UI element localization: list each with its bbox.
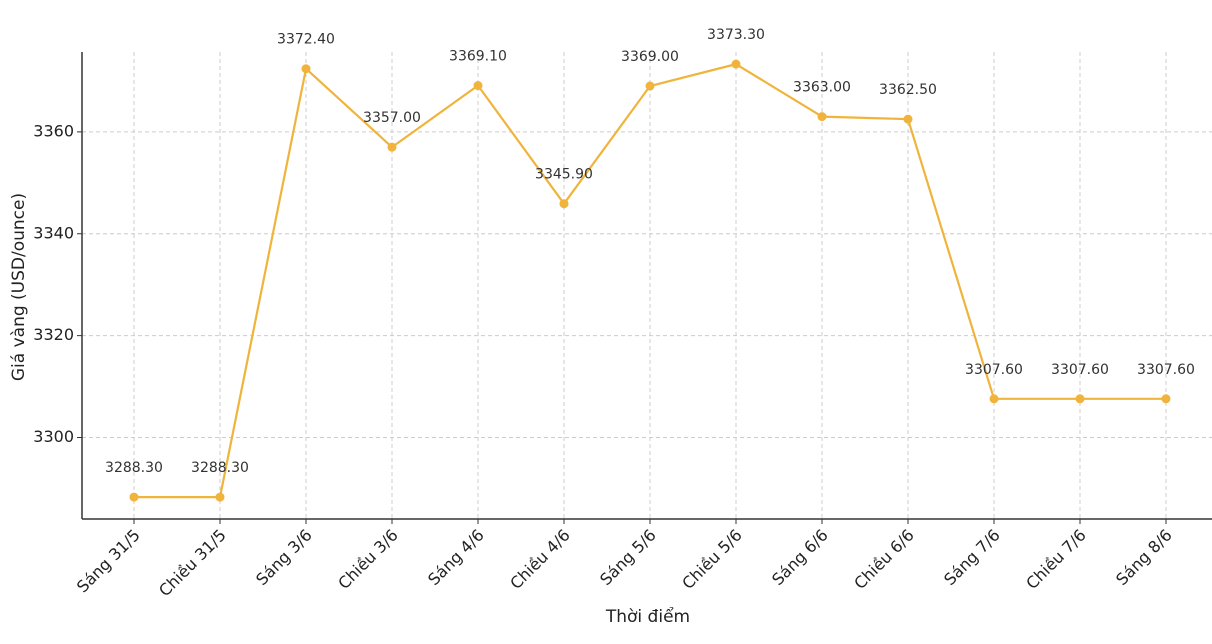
data-label: 3288.30 bbox=[191, 460, 249, 476]
series bbox=[129, 59, 1171, 502]
x-tick-label: Sáng 3/6 bbox=[252, 525, 316, 589]
y-tick-label: 3360 bbox=[33, 121, 74, 140]
data-point bbox=[817, 112, 827, 122]
x-tick-label: Sáng 4/6 bbox=[424, 525, 488, 589]
data-point bbox=[1161, 394, 1171, 404]
x-tick-label: Sáng 5/6 bbox=[596, 525, 660, 589]
x-tick-label: Chiều 5/6 bbox=[678, 525, 746, 593]
data-point bbox=[559, 199, 569, 209]
data-point bbox=[387, 142, 397, 152]
x-tick-label: Sáng 31/5 bbox=[73, 525, 144, 596]
x-tick-label: Chiều 3/6 bbox=[334, 525, 402, 593]
x-tick-label: Chiều 7/6 bbox=[1022, 525, 1090, 593]
data-point bbox=[903, 114, 913, 124]
y-tick-label: 3320 bbox=[33, 325, 74, 344]
x-tick-label: Chiều 4/6 bbox=[506, 525, 574, 593]
data-point bbox=[645, 81, 655, 91]
x-tick-label: Sáng 8/6 bbox=[1112, 525, 1176, 589]
data-label: 3307.60 bbox=[965, 362, 1023, 378]
data-point bbox=[129, 492, 139, 502]
data-label: 3357.00 bbox=[363, 110, 421, 126]
x-axis-title: Thời điểm bbox=[605, 606, 690, 627]
y-tick-label: 3340 bbox=[33, 223, 74, 242]
x-tick-label: Chiều 6/6 bbox=[850, 525, 918, 593]
x-tick-label: Chiều 31/5 bbox=[155, 525, 230, 600]
data-point bbox=[731, 59, 741, 69]
y-tick-label: 3300 bbox=[33, 427, 74, 446]
data-label: 3307.60 bbox=[1137, 362, 1195, 378]
data-point bbox=[989, 394, 999, 404]
x-tick-label: Sáng 7/6 bbox=[940, 525, 1004, 589]
data-point bbox=[215, 492, 225, 502]
x-ticks: Sáng 31/5 Chiều 31/5 Sáng 3/6 Chiều 3/6 Sáng… bbox=[73, 519, 1176, 600]
y-axis-title: Giá vàng (USD/ounce) bbox=[9, 193, 29, 381]
data-labels: 3288.30 3288.30 3372.40 3357.00 3369.10 3345.… bbox=[105, 27, 1195, 476]
data-point bbox=[473, 81, 483, 91]
data-label: 3363.00 bbox=[793, 80, 851, 96]
data-label: 3288.30 bbox=[105, 460, 163, 476]
data-label: 3307.60 bbox=[1051, 362, 1109, 378]
x-tick-label: Sáng 6/6 bbox=[768, 525, 832, 589]
data-label: 3372.40 bbox=[277, 32, 335, 48]
axes bbox=[81, 52, 1212, 520]
data-label: 3345.90 bbox=[535, 167, 593, 183]
data-label: 3369.10 bbox=[449, 49, 507, 65]
data-label: 3369.00 bbox=[621, 49, 679, 65]
data-point bbox=[301, 64, 311, 74]
data-label: 3373.30 bbox=[707, 27, 765, 43]
data-label: 3362.50 bbox=[879, 82, 937, 98]
data-point bbox=[1075, 394, 1085, 404]
grid bbox=[82, 52, 1212, 519]
y-ticks: 3300 3320 3340 3360 bbox=[33, 121, 82, 446]
